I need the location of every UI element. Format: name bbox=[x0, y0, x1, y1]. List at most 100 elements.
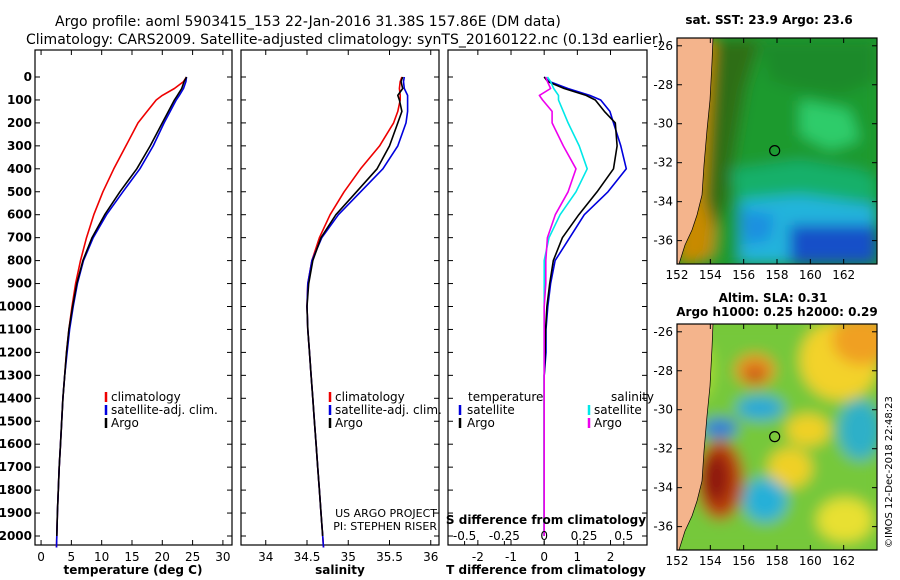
salinity-panel: 34 34.5 35 35.5 36 salinity climatologysatel… bbox=[240, 49, 442, 577]
x-tick-label: -1 bbox=[505, 550, 517, 564]
depth-tick-label: 0 bbox=[24, 70, 32, 84]
series-line-s-argo bbox=[538, 76, 577, 536]
salinity-series bbox=[306, 76, 409, 548]
x-tick-label: 2 bbox=[607, 550, 615, 564]
series-line-climatology bbox=[306, 76, 403, 548]
sla-map: Altim. SLA: 0.31 Argo h1000: 0.25 h2000:… bbox=[653, 291, 877, 568]
pi-credit: PI: STEPHEN RISER bbox=[333, 520, 437, 533]
x-tick-label: 5 bbox=[68, 550, 76, 564]
sst-map-axes: 152 154 156 158 160 162 -26 -28 -30 -32 -34 -36 bbox=[653, 38, 877, 282]
depth-tick-label: 700 bbox=[7, 231, 32, 245]
series-line-s-satellite bbox=[543, 76, 589, 536]
depth-tick-label: 600 bbox=[7, 208, 32, 222]
argo-position-marker bbox=[769, 145, 781, 157]
project-credit: US ARGO PROJECT bbox=[335, 507, 437, 520]
salinity-difference-x-axis: -0.5 -0.25 0 0.25 0.5 bbox=[453, 529, 633, 545]
map-y-tick-label: -30 bbox=[653, 117, 673, 131]
depth-tick-label: 1000 bbox=[0, 300, 32, 314]
argo-position-marker-sla bbox=[769, 431, 781, 443]
series-line-satellite-adj-clim- bbox=[306, 76, 409, 548]
difference-x-axis: -2 -1 0 1 2 bbox=[472, 50, 614, 564]
map-x-tick-label: 162 bbox=[832, 554, 855, 568]
x-tick-label: 35.5 bbox=[376, 550, 403, 564]
depth-tick-label: 1600 bbox=[0, 437, 32, 451]
x-tick-label: 1 bbox=[574, 550, 582, 564]
map-y-tick-label: -36 bbox=[653, 234, 673, 248]
temperature-x-axis: 0 5 10 15 20 25 30 bbox=[37, 50, 231, 564]
depth-tick-label: 1700 bbox=[0, 460, 32, 474]
sst-map-title: sat. SST: 23.9 Argo: 23.6 bbox=[685, 13, 852, 27]
legend-label: Argo bbox=[111, 416, 139, 430]
map-x-tick-label: 152 bbox=[666, 554, 689, 568]
sla-map-axes: 152 154 156 158 160 162 -26 -28 -30 -32 -34 -36 bbox=[653, 324, 877, 568]
sla-map-subtitle: Argo h1000: 0.25 h2000: 0.29 bbox=[676, 305, 877, 319]
x-tick-label: 0 bbox=[37, 550, 45, 564]
difference-legend: temperature salinitysatelliteArgosatellit… bbox=[458, 390, 654, 430]
map-y-tick-label: -28 bbox=[653, 364, 673, 378]
legend-title: salinity bbox=[611, 390, 654, 404]
x-tick-label: 10 bbox=[94, 550, 109, 564]
series-line-satellite-adj-clim- bbox=[55, 76, 188, 548]
imos-credit: ©IMOS 12-Dec-2018 22:48:23 bbox=[884, 396, 895, 548]
x-tick2-label: 0.25 bbox=[571, 529, 598, 543]
x-tick2-label: 0.5 bbox=[614, 529, 633, 543]
sst-map-image bbox=[677, 38, 877, 264]
series-line-argo bbox=[56, 76, 188, 537]
series-line-climatology bbox=[55, 76, 188, 548]
series-line-t-argo bbox=[543, 76, 618, 536]
temperature-axes-frame bbox=[34, 49, 233, 546]
series-line-t-satellite bbox=[543, 76, 628, 536]
salinity-x-axis: 34 34.5 35 35.5 36 bbox=[258, 50, 438, 564]
legend-label: satellite bbox=[467, 403, 515, 417]
depth-tick-label: 100 bbox=[7, 93, 32, 107]
depth-tick-label: 800 bbox=[7, 254, 32, 268]
difference-xlabel2: S difference from climatology bbox=[446, 513, 646, 527]
x-tick-label: 30 bbox=[215, 550, 230, 564]
depth-tick-label: 1400 bbox=[0, 391, 32, 405]
difference-panel: -2 -1 0 1 2 T difference from climatology S … bbox=[446, 49, 654, 577]
difference-depth-ticks bbox=[448, 76, 647, 537]
header-line2: Climatology: CARS2009. Satellite-adjuste… bbox=[26, 32, 663, 48]
difference-series bbox=[538, 76, 628, 536]
x-tick-label: 25 bbox=[185, 550, 200, 564]
map-x-tick-label: 154 bbox=[699, 554, 722, 568]
legend-label: Argo bbox=[335, 416, 363, 430]
depth-tick-label: 1800 bbox=[0, 483, 32, 497]
depth-tick-label: 500 bbox=[7, 185, 32, 199]
map-x-tick-label: 160 bbox=[799, 268, 822, 282]
map-x-tick-label: 162 bbox=[832, 268, 855, 282]
x-tick2-label: 0 bbox=[540, 529, 548, 543]
x-tick2-label: -0.5 bbox=[453, 529, 476, 543]
x-tick-label: 35 bbox=[341, 550, 356, 564]
legend-label: climatology bbox=[111, 390, 181, 404]
map-x-tick-label: 156 bbox=[732, 554, 755, 568]
map-x-tick-label: 160 bbox=[799, 554, 822, 568]
map-x-tick-label: 152 bbox=[666, 268, 689, 282]
temperature-panel: 0100200300400500600700800900100011001200… bbox=[0, 49, 233, 577]
legend-label: Argo bbox=[467, 416, 495, 430]
map-y-tick-label: -28 bbox=[653, 78, 673, 92]
depth-tick-label: 1100 bbox=[0, 322, 32, 336]
x-tick-label: 20 bbox=[155, 550, 170, 564]
map-y-tick-label: -32 bbox=[653, 156, 673, 170]
depth-tick-label: 1500 bbox=[0, 414, 32, 428]
depth-tick-label: 2000 bbox=[0, 529, 32, 543]
difference-axes-frame bbox=[447, 49, 648, 546]
depth-tick-label: 400 bbox=[7, 162, 32, 176]
x-tick-label: -2 bbox=[472, 550, 484, 564]
map-y-tick-label: -32 bbox=[653, 442, 673, 456]
x-tick-label: 15 bbox=[124, 550, 139, 564]
legend-label: satellite-adj. clim. bbox=[111, 403, 218, 417]
sla-map-image bbox=[677, 324, 877, 550]
salinity-xlabel: salinity bbox=[315, 563, 365, 577]
depth-tick-label: 1900 bbox=[0, 506, 32, 520]
x-tick-label: 36 bbox=[423, 550, 438, 564]
legend-title: temperature bbox=[468, 390, 543, 404]
map-x-tick-label: 156 bbox=[732, 268, 755, 282]
header-line1: Argo profile: aoml 5903415_153 22-Jan-20… bbox=[55, 14, 561, 30]
series-line-argo bbox=[306, 76, 404, 537]
map-x-tick-label: 158 bbox=[766, 554, 789, 568]
depth-tick-label: 200 bbox=[7, 116, 32, 130]
